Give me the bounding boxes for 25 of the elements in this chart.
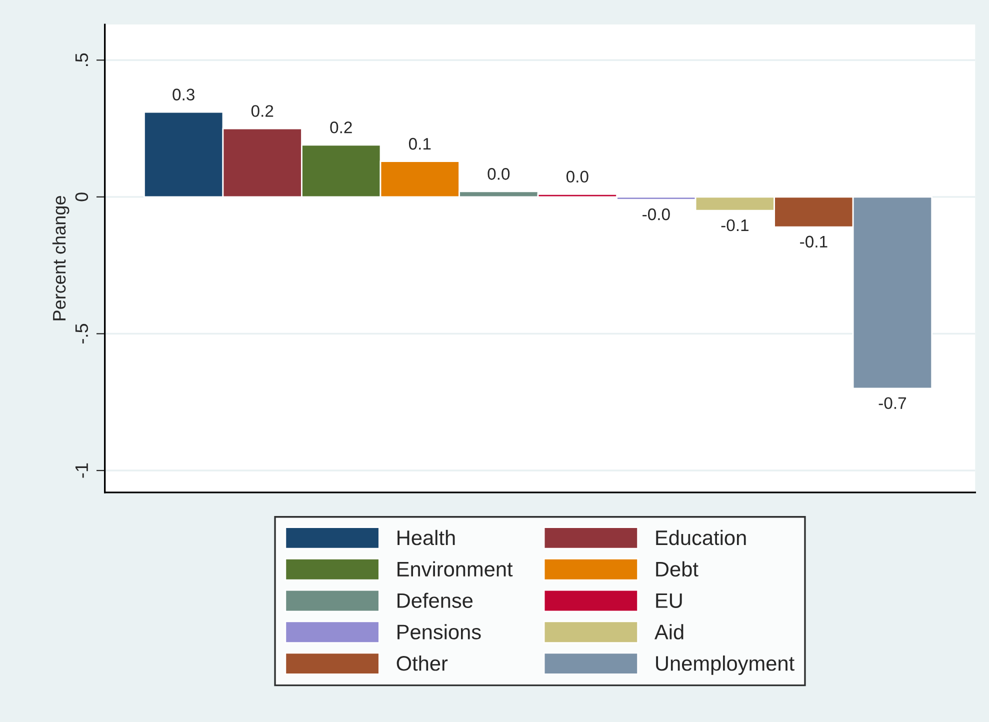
legend-label: Environment [398,561,513,577]
data-label: -0.1 [721,219,748,232]
legend-label: Health [398,530,455,546]
data-label: 0.1 [408,138,431,150]
legend-label: Defense [398,592,473,608]
y-axis-title: Percent change [52,196,70,320]
legend-label: Debt [656,561,698,577]
data-label: 0.0 [566,170,588,183]
legend-label: Pensions [398,624,481,640]
y-tick-label: .5 [75,53,88,66]
data-label: 0.0 [488,168,510,180]
legend-label: Other [396,656,448,671]
y-tick-label: -1 [75,463,88,478]
data-label: -0.1 [800,236,828,248]
legend-label: Unemployment [656,656,794,675]
legend-label: Aid [654,624,684,640]
data-label: 0.2 [251,105,274,117]
data-label: 0.3 [172,88,194,100]
legend-label: EU [656,593,682,608]
y-tick-label: 0 [75,192,88,202]
data-label: -0.7 [878,397,906,410]
legend-label: Education [656,530,746,546]
data-label: 0.2 [330,122,352,134]
y-tick-label: -.5 [75,324,88,344]
data-label: -0.0 [642,208,670,220]
